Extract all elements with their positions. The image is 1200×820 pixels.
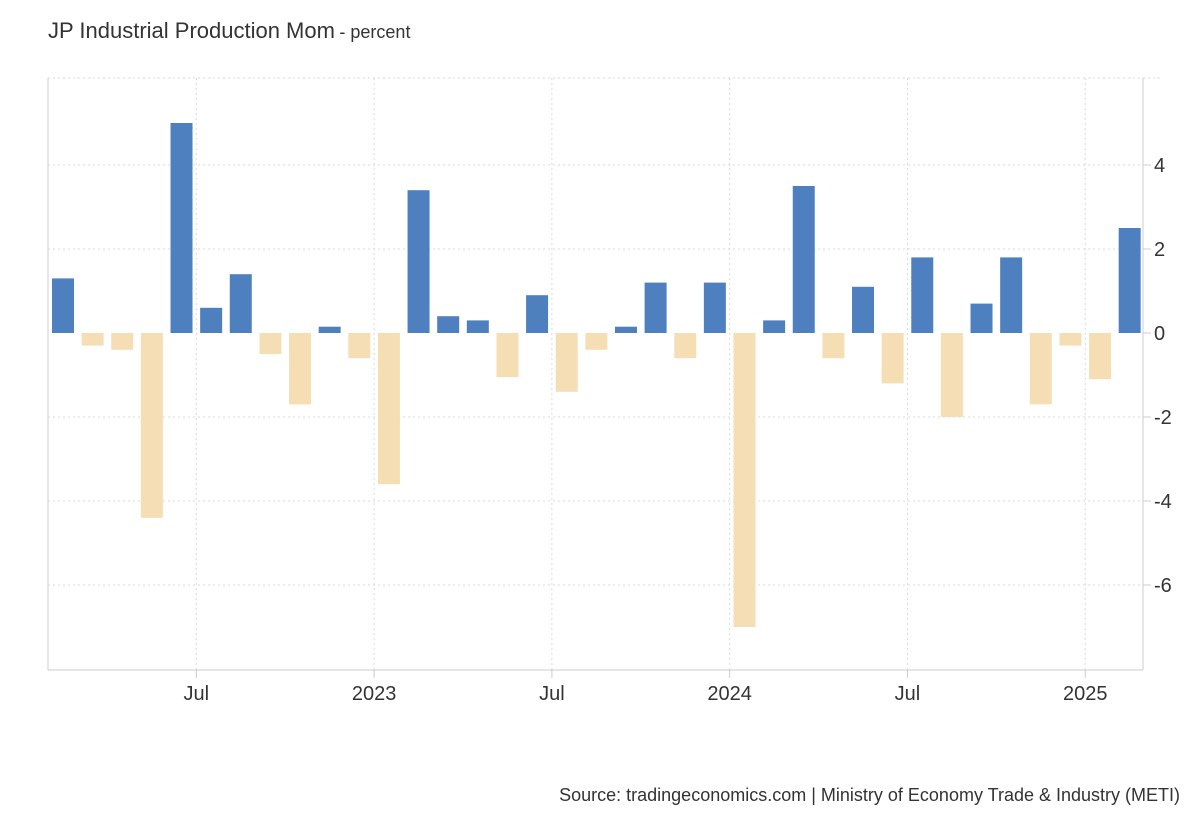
bar: [911, 257, 934, 333]
bar: [348, 333, 371, 359]
bar: [259, 333, 282, 354]
bar: [792, 186, 815, 333]
x-tick-label: 2025: [1063, 683, 1108, 705]
y-tick-label: 0: [1154, 323, 1165, 345]
bar: [644, 282, 667, 333]
bar: [289, 333, 312, 405]
bar: [81, 333, 104, 346]
y-tick-label: -6: [1154, 575, 1172, 597]
bar: [52, 278, 74, 333]
bar: [614, 326, 637, 333]
bar: [200, 307, 223, 333]
bar: [881, 333, 904, 384]
y-tick-label: -2: [1154, 407, 1172, 429]
bar: [585, 333, 608, 350]
y-tick-label: 4: [1154, 155, 1165, 177]
x-tick-label: 2024: [707, 683, 752, 705]
bar: [377, 333, 400, 485]
bar: [466, 320, 489, 333]
y-tick-label: 2: [1154, 239, 1165, 261]
chart-title: JP Industrial Production Mom: [48, 18, 335, 43]
bar: [703, 282, 726, 333]
bar: [407, 190, 430, 333]
x-tick-label: Jul: [895, 683, 921, 705]
bar: [1089, 333, 1112, 380]
bar-chart: -6 -4 -2 0 2 4 Jul 2023 Jul 2024 Jul 2025: [47, 77, 1172, 705]
chart-subtitle: - percent: [339, 22, 411, 42]
y-tick-label: -4: [1154, 491, 1172, 513]
bar: [229, 274, 252, 333]
bar: [1118, 228, 1141, 333]
bar: [763, 320, 786, 333]
bar: [318, 326, 341, 333]
bar: [111, 333, 134, 350]
bar: [674, 333, 697, 359]
bar: [496, 333, 519, 378]
x-tick-label: 2023: [352, 683, 397, 705]
bar: [1029, 333, 1052, 405]
bar: [555, 333, 578, 392]
bar: [940, 333, 963, 417]
chart-title-block: JP Industrial Production Mom - percent: [48, 18, 410, 44]
x-tick-label: Jul: [184, 683, 210, 705]
bar: [1000, 257, 1023, 333]
bar: [437, 316, 460, 333]
x-tick-label: Jul: [539, 683, 565, 705]
bar: [140, 333, 163, 518]
source-note: Source: tradingeconomics.com | Ministry …: [559, 785, 1180, 805]
bar: [170, 123, 193, 333]
bar: [822, 333, 845, 359]
bar: [733, 333, 756, 627]
bar: [1059, 333, 1082, 346]
bar: [970, 303, 993, 333]
bar: [526, 295, 549, 333]
bar: [852, 286, 875, 333]
